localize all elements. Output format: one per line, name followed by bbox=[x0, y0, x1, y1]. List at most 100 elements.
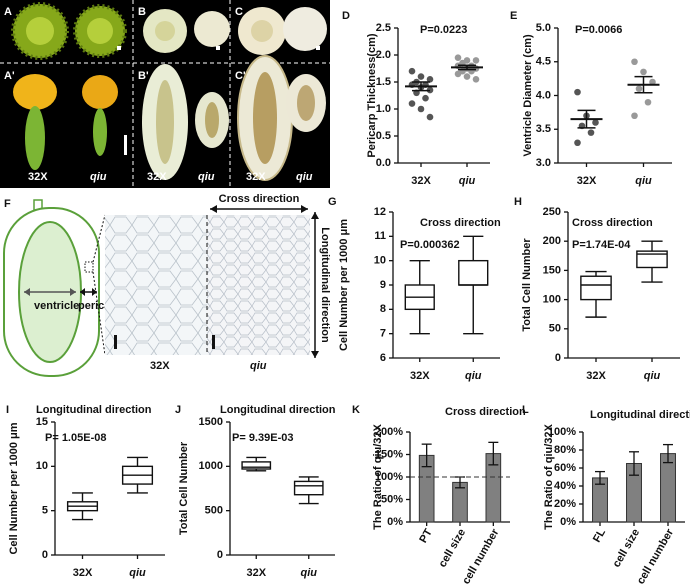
data-point bbox=[454, 70, 462, 78]
x-tick-label: cell size bbox=[611, 527, 642, 570]
p-value: P=0.0223 bbox=[420, 24, 467, 36]
data-point bbox=[592, 119, 599, 126]
photo-label: C bbox=[235, 6, 243, 18]
x-tick-label: qiu bbox=[459, 175, 476, 187]
chart-subtitle: Longitudinal direction bbox=[220, 404, 336, 416]
data-point bbox=[574, 88, 581, 96]
x-tick-label: 32X bbox=[246, 567, 266, 579]
y-tick-label: 50% bbox=[381, 493, 403, 505]
x-tick-label: 32X bbox=[577, 175, 597, 187]
y-tick-label: 5 bbox=[42, 505, 48, 517]
y-axis-label: Total Cell Number bbox=[178, 441, 190, 535]
p-value: P= 1.05E-08 bbox=[45, 432, 106, 444]
y-tick-label: 5.0 bbox=[536, 22, 551, 34]
y-tick-label: 4.0 bbox=[536, 89, 551, 101]
y-axis-label: Total Cell Number bbox=[521, 238, 533, 332]
y-tick-label: 1.0 bbox=[376, 103, 391, 115]
y-tick-label: 10 bbox=[374, 255, 386, 267]
y-axis-label: Ventricle Diameter (cm) bbox=[522, 34, 534, 157]
genotype-label: 32X bbox=[246, 171, 266, 183]
panel-letter: J bbox=[175, 404, 181, 416]
data-point bbox=[574, 139, 581, 147]
chart-subtitle: Cross direction bbox=[572, 217, 653, 229]
diagram-label: ventricle bbox=[34, 300, 79, 312]
y-tick-label: 200 bbox=[543, 235, 561, 247]
y-tick-label: 15 bbox=[36, 416, 48, 428]
data-point bbox=[635, 85, 643, 93]
box bbox=[580, 275, 612, 301]
direction-label: Cross direction bbox=[219, 193, 300, 205]
data-point bbox=[472, 57, 480, 64]
data-point bbox=[426, 76, 434, 83]
y-tick-label: 3.0 bbox=[536, 157, 551, 169]
y-axis-label: Pericarp Thickness(cm) bbox=[366, 33, 378, 157]
data-point bbox=[417, 105, 425, 113]
data-point bbox=[422, 94, 429, 102]
x-tick-label: qiu bbox=[301, 567, 318, 579]
genotype-label: 32X bbox=[147, 171, 167, 183]
panel-letter: K bbox=[352, 404, 360, 416]
photo-label: C' bbox=[235, 70, 246, 82]
x-tick-label: 32X bbox=[411, 175, 431, 187]
box bbox=[241, 461, 272, 470]
genotype-label: qiu bbox=[90, 171, 107, 183]
panel-letter: E bbox=[510, 10, 517, 22]
panel-letter: I bbox=[6, 404, 9, 416]
y-tick-label: 500 bbox=[205, 505, 223, 517]
data-point bbox=[649, 78, 656, 86]
x-tick-label: PT bbox=[417, 527, 435, 545]
p-value: P=0.000362 bbox=[400, 239, 460, 251]
y-axis-label: Cell Number per 1000 μm bbox=[8, 422, 20, 554]
y-axis-label: The Ratio of qiu/32X bbox=[543, 423, 555, 529]
y-tick-label: 1500 bbox=[199, 416, 223, 428]
genotype-label: 32X bbox=[28, 171, 48, 183]
chart-subtitle: Longitudinal direction bbox=[590, 409, 690, 421]
photo-label: A bbox=[4, 6, 12, 18]
y-tick-label: 0% bbox=[560, 516, 576, 528]
y-tick-label: 150 bbox=[543, 264, 561, 276]
genotype-label: 32X bbox=[150, 360, 170, 372]
y-tick-label: 100% bbox=[548, 426, 576, 438]
data-point bbox=[587, 129, 595, 136]
y-tick-label: 10 bbox=[36, 460, 48, 472]
y-tick-label: 60% bbox=[554, 462, 576, 474]
y-tick-label: 8 bbox=[380, 303, 386, 315]
y-tick-label: 4.5 bbox=[536, 56, 551, 68]
y-tick-label: 7 bbox=[380, 328, 386, 340]
x-tick-label: qiu bbox=[129, 567, 146, 579]
y-tick-label: 0 bbox=[42, 549, 48, 561]
y-tick-label: 100% bbox=[375, 471, 403, 483]
p-value: P=0.0066 bbox=[575, 24, 622, 36]
y-tick-label: 1000 bbox=[199, 460, 223, 472]
genotype-label: qiu bbox=[250, 360, 267, 372]
x-tick-label: cell size bbox=[437, 527, 468, 570]
data-point bbox=[454, 54, 462, 61]
y-tick-label: 12 bbox=[374, 206, 386, 218]
chart-subtitle: Longitudinal direction bbox=[36, 404, 152, 416]
data-point bbox=[417, 73, 425, 80]
photo-panels: A B C A' B' C' 32X qiu 32X qiu 32X qiu bbox=[0, 0, 330, 188]
data-point bbox=[408, 67, 416, 75]
photo-label: B bbox=[138, 6, 146, 18]
x-tick-label: cell number bbox=[635, 526, 677, 584]
y-tick-label: 20% bbox=[554, 498, 576, 510]
y-axis-label: Cell Number per 1000 μm bbox=[338, 219, 350, 351]
x-tick-label: qiu bbox=[465, 370, 482, 382]
y-tick-label: 0% bbox=[387, 516, 403, 528]
y-tick-label: 0 bbox=[217, 549, 223, 561]
x-tick-label: 32X bbox=[73, 567, 93, 579]
panel-letter: L bbox=[522, 404, 529, 416]
diagram: F ventricle pericarp 32X qiu Cross direc… bbox=[3, 193, 331, 377]
x-tick-label: 32X bbox=[410, 370, 430, 382]
data-point bbox=[640, 68, 647, 76]
x-tick-label: qiu bbox=[644, 370, 661, 382]
data-point bbox=[472, 76, 480, 83]
data-point bbox=[408, 100, 416, 107]
chart-subtitle: Cross direction bbox=[445, 406, 526, 418]
y-tick-label: 2.5 bbox=[376, 22, 391, 34]
panel-letter: G bbox=[328, 196, 337, 208]
panel-letter: H bbox=[514, 196, 522, 208]
y-tick-label: 150% bbox=[375, 448, 403, 460]
x-tick-label: 32X bbox=[586, 370, 606, 382]
chart-subtitle: Cross direction bbox=[420, 217, 501, 229]
